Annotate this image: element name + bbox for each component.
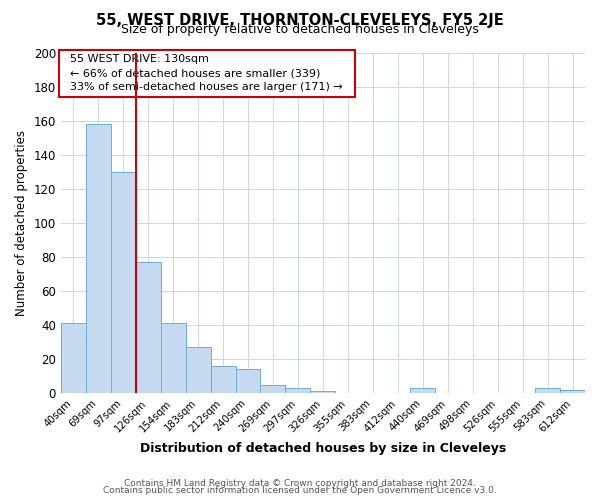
Text: Size of property relative to detached houses in Cleveleys: Size of property relative to detached ho… [121, 22, 479, 36]
Bar [185, 347, 211, 393]
Bar [136, 262, 161, 393]
Bar [560, 390, 585, 393]
Bar [86, 124, 111, 393]
Bar [161, 324, 185, 393]
Bar [310, 392, 335, 393]
Bar [211, 366, 236, 393]
Text: Contains public sector information licensed under the Open Government Licence v3: Contains public sector information licen… [103, 486, 497, 495]
Text: 55 WEST DRIVE: 130sqm
  ← 66% of detached houses are smaller (339)
  33% of semi: 55 WEST DRIVE: 130sqm ← 66% of detached … [64, 54, 350, 92]
Bar [286, 388, 310, 393]
Y-axis label: Number of detached properties: Number of detached properties [15, 130, 28, 316]
Bar [535, 388, 560, 393]
Bar [236, 370, 260, 393]
Bar [61, 324, 86, 393]
Text: 55, WEST DRIVE, THORNTON-CLEVELEYS, FY5 2JE: 55, WEST DRIVE, THORNTON-CLEVELEYS, FY5 … [96, 12, 504, 28]
X-axis label: Distribution of detached houses by size in Cleveleys: Distribution of detached houses by size … [140, 442, 506, 455]
Bar [410, 388, 435, 393]
Text: Contains HM Land Registry data © Crown copyright and database right 2024.: Contains HM Land Registry data © Crown c… [124, 478, 476, 488]
Bar [260, 384, 286, 393]
Bar [111, 172, 136, 393]
